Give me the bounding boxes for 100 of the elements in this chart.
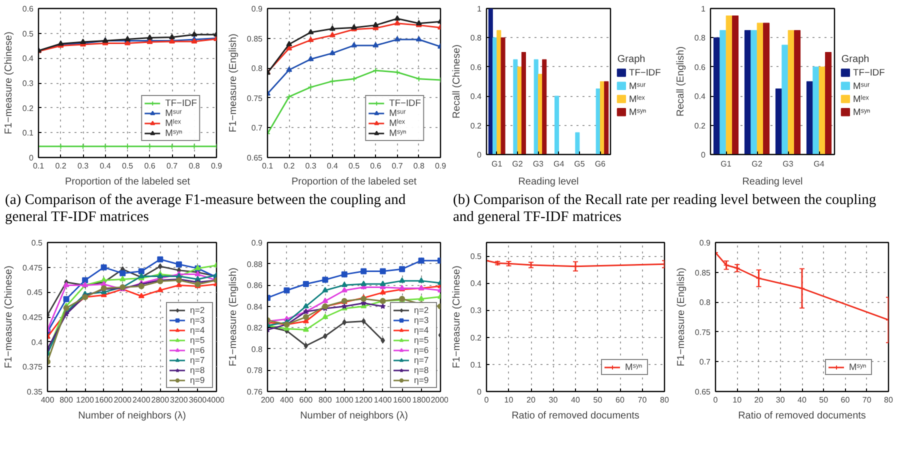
- y-tick-label: 0.6: [694, 62, 706, 72]
- x-tick-label: G6: [594, 160, 606, 168]
- x-tick-label: G3: [532, 160, 544, 168]
- x-tick-label: 20: [526, 396, 536, 404]
- y-axis-title: F1−measure (Chinese): [451, 266, 462, 368]
- y-tick-label: 0.45: [26, 288, 44, 298]
- y-tick-label: 0.4: [22, 54, 34, 64]
- x-tick-label: 70: [862, 396, 872, 404]
- x-tick-label: 0.2: [284, 162, 296, 170]
- legend-label: η=5: [190, 335, 206, 345]
- y-axis-title: Recall (English): [675, 46, 686, 117]
- x-axis-title: Reading level: [518, 176, 579, 188]
- x-tick-label: 1400: [374, 396, 392, 404]
- y-tick-label: 0.35: [26, 388, 44, 396]
- x-axis-title: Ratio of removed documents: [512, 410, 640, 422]
- y-axis-title: F1−measure (English): [228, 268, 239, 366]
- y-tick-label: 0.76: [246, 388, 264, 396]
- x-tick-label: 0.7: [392, 162, 404, 170]
- y-tick-label: 0.4: [470, 92, 482, 102]
- x-axis-title: Ratio of removed documents: [738, 410, 866, 422]
- y-tick-label: 0.8: [251, 344, 264, 354]
- x-tick-label: 1200: [354, 396, 374, 404]
- legend-label: Mˢʸⁿ: [165, 128, 184, 138]
- y-tick-label: 0.4: [470, 279, 482, 288]
- x-tick-label: 2800: [151, 396, 170, 404]
- legend-label: Mˢʸⁿ: [629, 107, 646, 118]
- x-tick-label: 20: [754, 396, 764, 404]
- x-tick-label: 80: [884, 396, 894, 404]
- x-axis-title: Number of neighbors (λ): [300, 410, 408, 422]
- x-axis-title: Number of neighbors (λ): [78, 410, 186, 422]
- x-tick-label: 600: [299, 396, 314, 404]
- x-axis-title: Proportion of the labeled set: [64, 176, 190, 188]
- y-tick-label: 0.9: [251, 4, 264, 14]
- y-tick-label: 0.475: [22, 263, 44, 272]
- y-tick-label: 0.88: [246, 260, 264, 269]
- legend-label: η=7: [190, 355, 206, 365]
- y-axis-title: Recall (Chinese): [451, 44, 462, 118]
- text: (a) Comparison of the average F1-measure between the coupling and general TF-IDF matrices: [5, 192, 407, 226]
- legend-label: η=9: [190, 375, 206, 385]
- legend-label: η=6: [190, 345, 206, 355]
- x-axis-title: Proportion of the labeled set: [291, 176, 417, 188]
- legend-label: TF−IDF: [629, 68, 662, 78]
- y-tick-label: 0.8: [699, 298, 712, 308]
- x-tick-label: 10: [732, 396, 742, 404]
- x-tick-label: 0.1: [262, 162, 274, 170]
- legend-label: Mˡᵉˣ: [853, 94, 870, 104]
- y-tick-label: 1: [477, 4, 482, 14]
- legend-label: Mˡᵉˣ: [165, 118, 182, 128]
- x-tick-label: 400: [40, 396, 55, 404]
- x-tick-label: 50: [593, 396, 603, 404]
- y-tick-label: 0.7: [251, 124, 264, 133]
- y-tick-label: 0.5: [470, 252, 482, 262]
- legend-label: Mˢʸⁿ: [625, 362, 644, 372]
- y-tick-label: 0.86: [246, 281, 264, 290]
- x-tick-label: 2000: [430, 396, 450, 404]
- y-tick-label: 0.4: [694, 92, 706, 102]
- x-tick-label: 0.3: [305, 162, 317, 170]
- x-tick-label: 0.9: [434, 162, 447, 170]
- y-tick-label: 0.9: [251, 238, 264, 248]
- y-tick-label: 0.1: [22, 128, 34, 138]
- legend-label: η=8: [414, 365, 430, 375]
- x-tick-label: 0.8: [413, 162, 425, 170]
- y-tick-label: 0.65: [246, 154, 264, 162]
- x-tick-label: 2000: [114, 396, 132, 404]
- y-tick-label: 0.6: [22, 4, 34, 14]
- legend-label: TF−IDF: [853, 68, 886, 78]
- x-tick-label: 0.6: [370, 162, 382, 170]
- x-tick-label: G4: [814, 160, 825, 168]
- x-tick-label: 0.4: [326, 162, 338, 170]
- x-tick-label: 40: [798, 396, 807, 404]
- x-tick-label: 70: [638, 396, 648, 404]
- x-tick-label: G2: [752, 160, 763, 168]
- text: (b) Comparison of the Recall rate per reading level between the coupling and general TF-IDF matrices: [453, 192, 878, 226]
- legend-label: TF−IDF: [389, 98, 421, 108]
- legend-label: Mˢʸⁿ: [849, 362, 868, 372]
- x-tick-label: 1600: [393, 396, 412, 404]
- legend-label: η=3: [190, 315, 206, 325]
- y-tick-label: 0.3: [22, 79, 34, 88]
- legend-label: Mˢᵘʳ: [853, 80, 871, 91]
- legend-label: η=4: [414, 325, 430, 335]
- y-tick-label: 0.75: [694, 328, 712, 337]
- x-tick-label: 0.4: [100, 162, 112, 170]
- y-tick-label: 0.3: [470, 306, 482, 316]
- x-tick-label: 4000: [206, 396, 226, 404]
- x-tick-label: G2: [512, 160, 524, 168]
- legend-label: η=6: [414, 345, 430, 355]
- x-tick-label: 0.5: [348, 162, 360, 170]
- y-tick-label: 0: [29, 154, 34, 162]
- legend-label: η=9: [414, 375, 430, 385]
- x-tick-label: 30: [548, 396, 558, 404]
- y-tick-label: 0.65: [694, 388, 712, 396]
- y-axis-title: F1−measure (Chinese): [3, 266, 14, 368]
- y-tick-label: 0.75: [246, 94, 264, 103]
- y-tick-label: 0.8: [251, 64, 264, 74]
- x-tick-label: 800: [60, 396, 74, 404]
- x-tick-label: 40: [571, 396, 580, 404]
- legend-label: Mˢᵘʳ: [629, 80, 647, 91]
- x-tick-label: G1: [491, 160, 503, 168]
- y-tick-label: 0.6: [470, 62, 482, 72]
- y-tick-label: 0.5: [31, 238, 44, 248]
